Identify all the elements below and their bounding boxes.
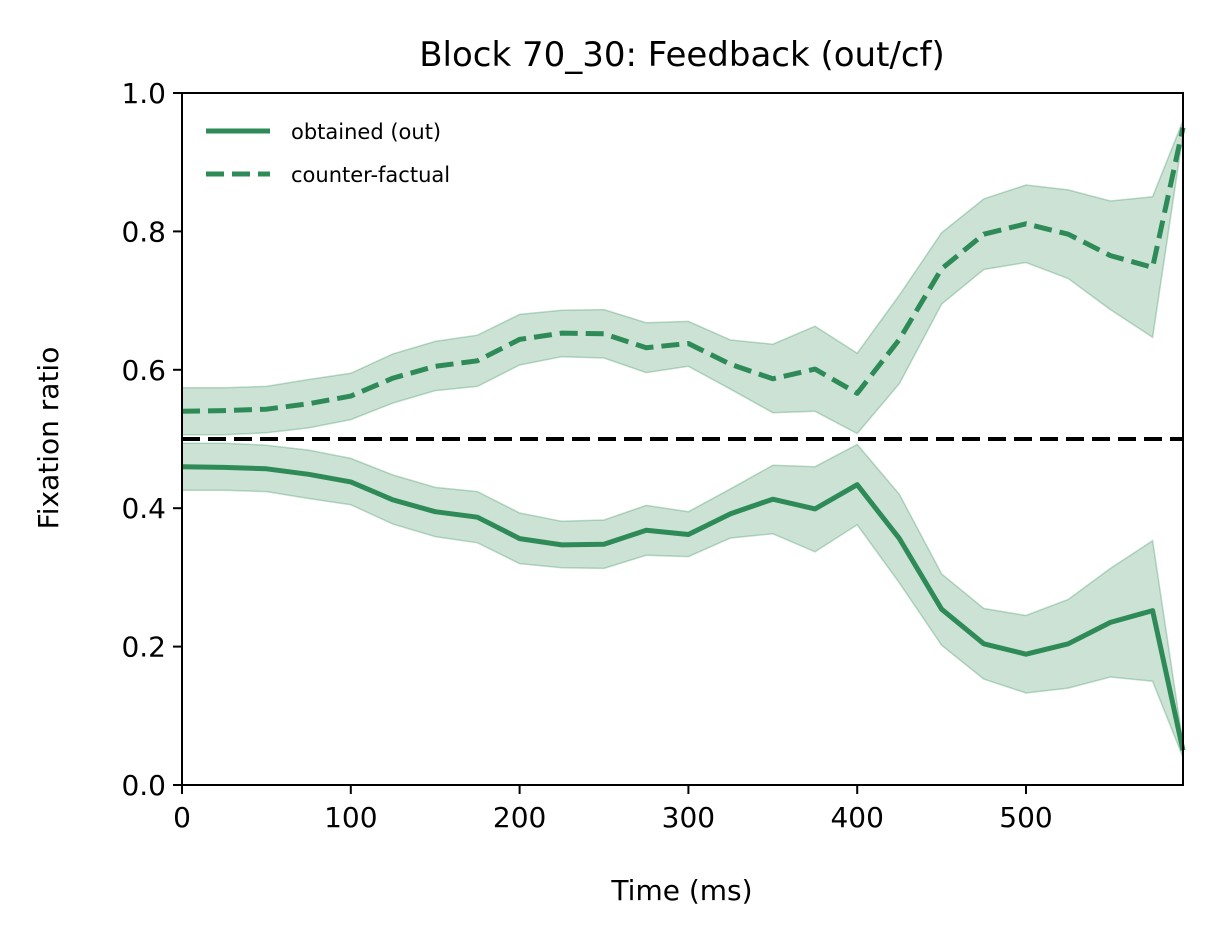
x-tick-label: 200 — [493, 801, 546, 834]
x-tick-label: 0 — [173, 801, 191, 834]
y-tick-label: 0.4 — [121, 492, 166, 525]
x-tick-label: 300 — [662, 801, 715, 834]
legend-label-counter-factual: counter-factual — [291, 163, 450, 187]
x-axis-label: Time (ms) — [610, 874, 752, 907]
y-tick-label: 0.2 — [121, 631, 166, 664]
y-tick-label: 1.0 — [121, 77, 166, 110]
chart-title: Block 70_30: Feedback (out/cf) — [419, 35, 945, 75]
plot-area — [181, 120, 1186, 758]
y-tick-label: 0.6 — [121, 354, 166, 387]
x-tick-label: 100 — [324, 801, 377, 834]
x-tick-label: 400 — [830, 801, 883, 834]
y-axis-label: Fixation ratio — [32, 347, 65, 530]
confidence-band-0 — [181, 442, 1184, 758]
axes-frame — [181, 92, 1184, 786]
series-line-obtained — [181, 464, 1186, 751]
x-tick-label: 500 — [999, 801, 1052, 834]
legend-label-obtained: obtained (out) — [291, 120, 441, 144]
y-tick-label: 0.0 — [121, 769, 166, 802]
legend: obtained (out) counter-factual — [206, 120, 450, 187]
y-tick-label: 0.8 — [121, 215, 166, 248]
series-line-counter-factual — [181, 127, 1186, 414]
